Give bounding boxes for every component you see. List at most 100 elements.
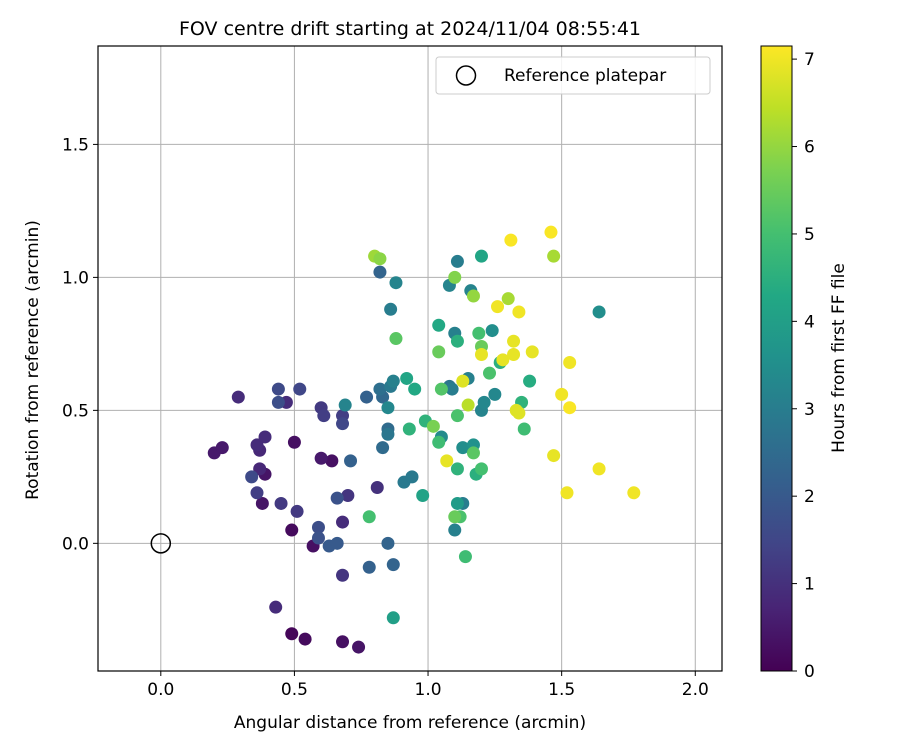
data-point [445,382,459,396]
data-point [311,520,325,534]
legend-box [435,56,711,95]
chart-title: FOV centre drift starting at 2024/11/04 … [179,18,641,40]
data-point [504,233,518,247]
colorbar-ticks: 0 1 2 3 4 5 6 7 [792,50,815,682]
y-axis-label: Rotation from reference (arcmin) [23,220,43,500]
data-point [271,382,285,396]
data-point [381,536,395,550]
data-point [474,249,488,263]
data-point [386,611,400,625]
data-point [450,254,464,268]
colorbar-tick-label: 1 [804,575,815,595]
data-point [386,558,400,572]
data-point [517,422,531,436]
data-point [298,632,312,646]
x-tick-label: 1.5 [548,680,575,700]
data-point [330,491,344,505]
data-point [253,462,267,476]
data-point [408,382,422,396]
data-point [274,496,288,510]
data-point [215,441,229,455]
colorbar-tick-label: 0 [804,662,815,682]
data-point [563,401,577,415]
data-point [352,640,366,654]
data-point [336,417,350,431]
data-point [560,486,574,500]
data-point [450,496,464,510]
data-point [523,374,537,388]
data-point [325,454,339,468]
x-axis-ticks: 0.0 0.5 1.0 1.5 2.0 [147,671,709,700]
data-point [290,504,304,518]
data-point [491,300,505,314]
y-axis-ticks: 0.0 0.5 1.0 1.5 [62,135,98,554]
data-point [376,441,390,455]
data-points [207,225,641,654]
data-point [426,419,440,433]
data-point [285,523,299,537]
data-point [245,470,259,484]
data-point [474,348,488,362]
data-point [384,302,398,316]
colorbar-tick-label: 5 [804,225,815,245]
data-point [450,334,464,348]
data-point [362,510,376,524]
data-point [341,488,355,502]
data-point [525,345,539,359]
colorbar-tick-label: 2 [804,487,815,507]
x-tick-label: 1.0 [415,680,442,700]
data-point [336,568,350,582]
data-point [448,270,462,284]
data-point [592,305,606,319]
colorbar-tick-label: 7 [804,50,815,70]
data-point [381,427,395,441]
data-point [563,355,577,369]
data-point [400,371,414,385]
data-point [466,446,480,460]
data-point [432,435,446,449]
data-point [231,390,245,404]
data-point [555,387,569,401]
data-point [547,449,561,463]
legend-reference-label: Reference platepar [504,66,666,86]
data-point [287,435,301,449]
x-tick-label: 2.0 [682,680,709,700]
data-point [258,430,272,444]
colorbar-tick-label: 4 [804,312,815,332]
data-point [496,353,510,367]
data-point [311,531,325,545]
data-point [466,289,480,303]
reference-layer [150,533,172,554]
data-point [474,462,488,476]
data-point [271,395,285,409]
legend: Reference platepar [435,56,711,95]
data-point [458,550,472,564]
data-point [512,406,526,420]
data-point [456,441,470,455]
colorbar-label: Hours from first FF file [829,263,849,453]
data-point [461,398,475,412]
data-point [405,470,419,484]
x-tick-label: 0.0 [147,680,174,700]
data-point [432,345,446,359]
data-point [592,462,606,476]
colorbar-gradient [760,45,793,672]
data-point [373,252,387,266]
data-point [386,374,400,388]
grid [98,46,722,671]
data-point [472,326,486,340]
x-axis-label: Angular distance from reference (arcmin) [234,713,586,733]
data-point [507,334,521,348]
data-point [507,348,521,362]
data-point [373,382,387,396]
data-point [432,318,446,332]
data-point [456,374,470,388]
data-point [448,510,462,524]
y-tick-label: 1.5 [62,135,89,155]
legend-reference-marker [455,65,477,86]
data-point [373,265,387,279]
data-point [317,409,331,423]
data-point [250,486,264,500]
data-point [450,409,464,423]
